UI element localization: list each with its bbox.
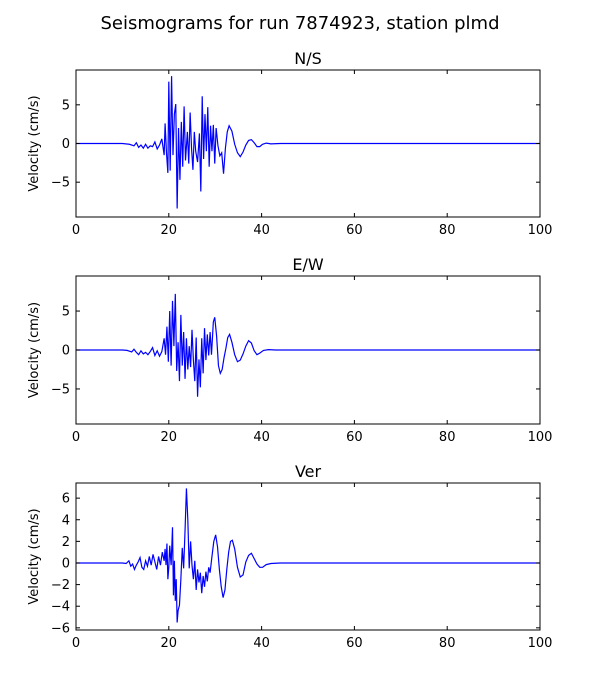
chart-panel-3: 0 20 40 60 80 100 −6 −4 −2 0 2 4 6 Ver Velocity (cm/s) bbox=[27, 462, 552, 651]
chart-title: Ver bbox=[295, 462, 322, 481]
chart-title: E/W bbox=[292, 255, 324, 274]
x-tick-label: 40 bbox=[253, 636, 270, 651]
x-tick-label: 20 bbox=[161, 430, 178, 445]
x-tick-label: 80 bbox=[439, 223, 456, 238]
x-tick-label: 100 bbox=[528, 636, 553, 651]
series-line-1 bbox=[76, 76, 540, 209]
y-axis-label: Velocity (cm/s) bbox=[27, 95, 42, 191]
figure-title: Seismograms for run 7874923, station plm… bbox=[101, 13, 500, 34]
y-tick-label: 6 bbox=[62, 492, 70, 507]
x-tick-label: 80 bbox=[439, 636, 456, 651]
y-tick-label: −4 bbox=[51, 600, 70, 615]
x-tick-label: 60 bbox=[346, 430, 363, 445]
y-tick-label: −5 bbox=[51, 176, 70, 191]
x-tick-label: 0 bbox=[72, 430, 80, 445]
x-tick-label: 100 bbox=[528, 223, 553, 238]
x-tick-label: 60 bbox=[346, 223, 363, 238]
chart-panel-2: 0 20 40 60 80 100 −5 0 5 E/W Velocity (cm/s) bbox=[27, 255, 552, 445]
y-tick-label: 2 bbox=[62, 535, 70, 550]
y-tick-label: −5 bbox=[51, 382, 70, 397]
y-tick-label: 5 bbox=[62, 305, 70, 320]
chart-title: N/S bbox=[294, 49, 322, 68]
y-tick-label: 4 bbox=[62, 513, 70, 528]
x-tick-label: 40 bbox=[253, 223, 270, 238]
y-tick-label: 0 bbox=[62, 344, 70, 359]
x-tick-label: 40 bbox=[253, 430, 270, 445]
series-line-1 bbox=[76, 488, 540, 623]
y-axis-label: Velocity (cm/s) bbox=[27, 302, 42, 398]
x-tick-label: 20 bbox=[161, 223, 178, 238]
x-tick-label: 60 bbox=[346, 636, 363, 651]
y-tick-label: 0 bbox=[62, 556, 70, 571]
chart-panel-1: 0 20 40 60 80 100 −5 0 5 N/S Velocity (cm/s) bbox=[27, 49, 552, 238]
series-line-1 bbox=[76, 293, 540, 397]
y-axis-label: Velocity (cm/s) bbox=[27, 508, 42, 604]
x-tick-label: 100 bbox=[528, 430, 553, 445]
x-tick-label: 0 bbox=[72, 636, 80, 651]
y-tick-label: 5 bbox=[62, 98, 70, 113]
y-tick-label: −2 bbox=[51, 578, 70, 593]
x-tick-label: 20 bbox=[161, 636, 178, 651]
y-tick-label: 0 bbox=[62, 137, 70, 152]
x-tick-label: 80 bbox=[439, 430, 456, 445]
x-tick-label: 0 bbox=[72, 223, 80, 238]
plot-frame bbox=[75, 482, 541, 631]
y-tick-label: −6 bbox=[51, 621, 70, 636]
